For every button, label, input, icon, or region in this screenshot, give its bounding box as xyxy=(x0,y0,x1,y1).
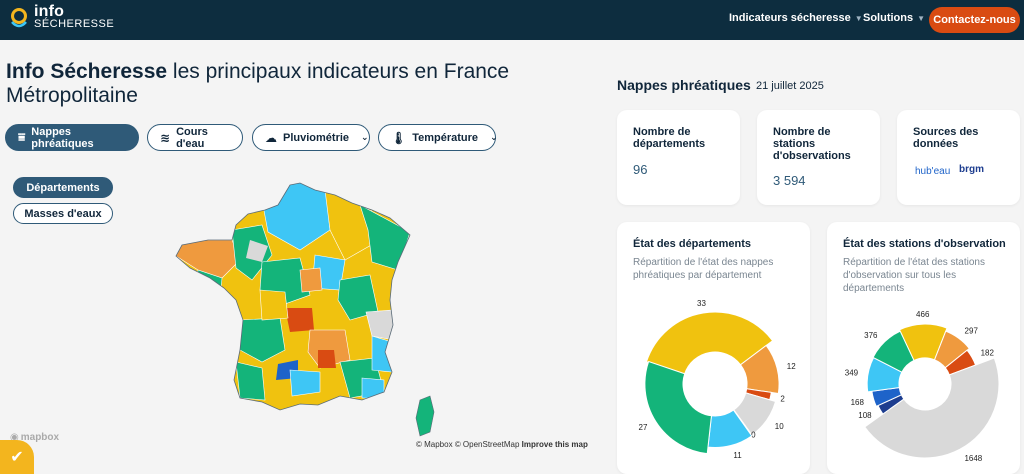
corsica-region[interactable] xyxy=(415,395,435,437)
donut-slice-low[interactable] xyxy=(739,344,780,395)
donut-value-label: 33 xyxy=(697,299,706,308)
page-title: Info Sécheresse les principaux indicateu… xyxy=(6,60,546,108)
mapbox-mark-icon: ◉ xyxy=(10,432,19,443)
top-navbar: info SÉCHERESSE Indicateurs sécheresse ▼… xyxy=(0,0,1024,40)
tab-nappes-phreatiques[interactable]: ⩸ Nappes phréatiques xyxy=(5,124,139,151)
donut-value-label: 10 xyxy=(775,422,784,431)
map-attribution: © Mapbox © OpenStreetMap Improve this ma… xyxy=(416,440,588,449)
chevron-down-icon: ⌄ xyxy=(490,132,498,142)
card-subtitle: Répartition de l'état des nappes phréati… xyxy=(633,257,774,281)
donut-slice-normal[interactable] xyxy=(644,360,713,455)
kpi-title: Nombre de stations d'observations xyxy=(773,126,851,162)
waves-icon: ≋ xyxy=(160,130,171,145)
info-secheresse-logo[interactable]: info SÉCHERESSE xyxy=(8,3,115,30)
kpi-title: Sources des données xyxy=(913,126,979,150)
groundwater-icon: ⩸ xyxy=(18,130,26,144)
donut-value-label: 0 xyxy=(751,430,756,439)
france-map[interactable] xyxy=(0,170,600,455)
toggle-departements[interactable]: Départements xyxy=(13,177,113,198)
kpi-value: 96 xyxy=(633,162,648,177)
nav-indicateurs[interactable]: Indicateurs sécheresse ▼ xyxy=(729,12,863,24)
chevron-down-icon: ▼ xyxy=(854,13,863,23)
card-title: État des départements xyxy=(633,238,751,250)
mapbox-logo: ◉ mapbox xyxy=(10,432,59,443)
floating-action-button[interactable]: ✔ xyxy=(0,440,34,474)
kpi-card-sources: Sources des données hub'eau brgm xyxy=(897,110,1020,205)
donut-value-label: 466 xyxy=(916,310,930,319)
donut-value-label: 27 xyxy=(639,423,648,432)
sun-drop-icon xyxy=(11,8,27,28)
section-date: 21 juillet 2025 xyxy=(756,80,824,92)
tab-label: Nappes phréatiques xyxy=(31,125,94,150)
improve-map-link[interactable]: Improve this map xyxy=(521,440,588,449)
donut-value-label: 297 xyxy=(965,326,979,335)
tab-label: Cours d'eau xyxy=(176,125,208,150)
logo-line1: info xyxy=(34,3,65,20)
station-donut-chart[interactable]: 466 297 182 1648 108 168 349 376 xyxy=(827,222,1020,474)
thermometer-icon: 🌡 xyxy=(391,130,407,145)
card-subtitle: Répartition de l'état des stations d'obs… xyxy=(843,257,985,294)
card-title: État des stations d'observation xyxy=(843,238,1006,250)
donut-value-label: 168 xyxy=(851,398,865,407)
rain-cloud-icon: ☁ xyxy=(265,130,277,145)
toggle-masses-d-eaux[interactable]: Masses d'eaux xyxy=(13,203,113,224)
page-title-bold: Info Sécheresse xyxy=(6,60,168,83)
kpi-card-stations: Nombre de stations d'observations 3 594 xyxy=(757,110,880,205)
donut-value-label: 376 xyxy=(864,331,878,340)
donut-slice-normal[interactable] xyxy=(872,330,915,373)
nav-indicateurs-label: Indicateurs sécheresse xyxy=(729,12,851,24)
nav-solutions[interactable]: Solutions ▼ xyxy=(863,12,925,24)
donut-value-label: 182 xyxy=(981,348,995,357)
kpi-card-departements: Nombre de départements 96 xyxy=(617,110,740,205)
hubeau-logo[interactable]: hub'eau xyxy=(915,166,951,177)
donut-slice-moderately-low[interactable] xyxy=(898,323,948,362)
donut-value-label: 12 xyxy=(787,362,796,371)
brgm-logo[interactable]: brgm xyxy=(959,164,984,175)
dept-donut-chart[interactable]: 33 12 2 10 0 11 27 xyxy=(617,222,810,474)
section-title: Nappes phréatiques xyxy=(617,77,751,93)
donut-value-label: 108 xyxy=(858,411,872,420)
contact-button[interactable]: Contactez-nous xyxy=(929,7,1020,33)
tab-pluviometrie[interactable]: ☁ Pluviométrie ⌄ xyxy=(252,124,370,151)
tab-temperature[interactable]: 🌡 Température ⌄ xyxy=(378,124,498,151)
kpi-title: Nombre de départements xyxy=(633,126,706,150)
logo-line2: SÉCHERESSE xyxy=(34,18,115,30)
page-title-rest: les principaux indicateurs en France Mét… xyxy=(6,60,510,107)
donut-value-label: 11 xyxy=(733,451,742,460)
check-hand-icon: ✔ xyxy=(10,449,24,466)
donut-slice-no-data[interactable] xyxy=(864,357,1000,459)
donut-value-label: 349 xyxy=(845,369,859,378)
nav-solutions-label: Solutions xyxy=(863,12,914,24)
donut-value-label: 1648 xyxy=(964,454,982,463)
chevron-down-icon: ⌄ xyxy=(361,132,369,142)
donut-slice-moderately-low[interactable] xyxy=(645,311,774,375)
tab-label: Pluviométrie xyxy=(283,131,350,144)
donut-value-label: 2 xyxy=(780,394,785,403)
kpi-value: 3 594 xyxy=(773,173,806,188)
chevron-down-icon: ▼ xyxy=(917,13,926,23)
tab-cours-d-eau[interactable]: ≋ Cours d'eau xyxy=(147,124,243,151)
attribution-osm[interactable]: © OpenStreetMap xyxy=(454,440,520,449)
attribution-mapbox[interactable]: © Mapbox xyxy=(416,440,453,449)
donut-slice-no-data[interactable] xyxy=(733,392,777,436)
mapbox-logo-text: mapbox xyxy=(20,432,60,443)
tab-label: Température xyxy=(412,131,479,144)
